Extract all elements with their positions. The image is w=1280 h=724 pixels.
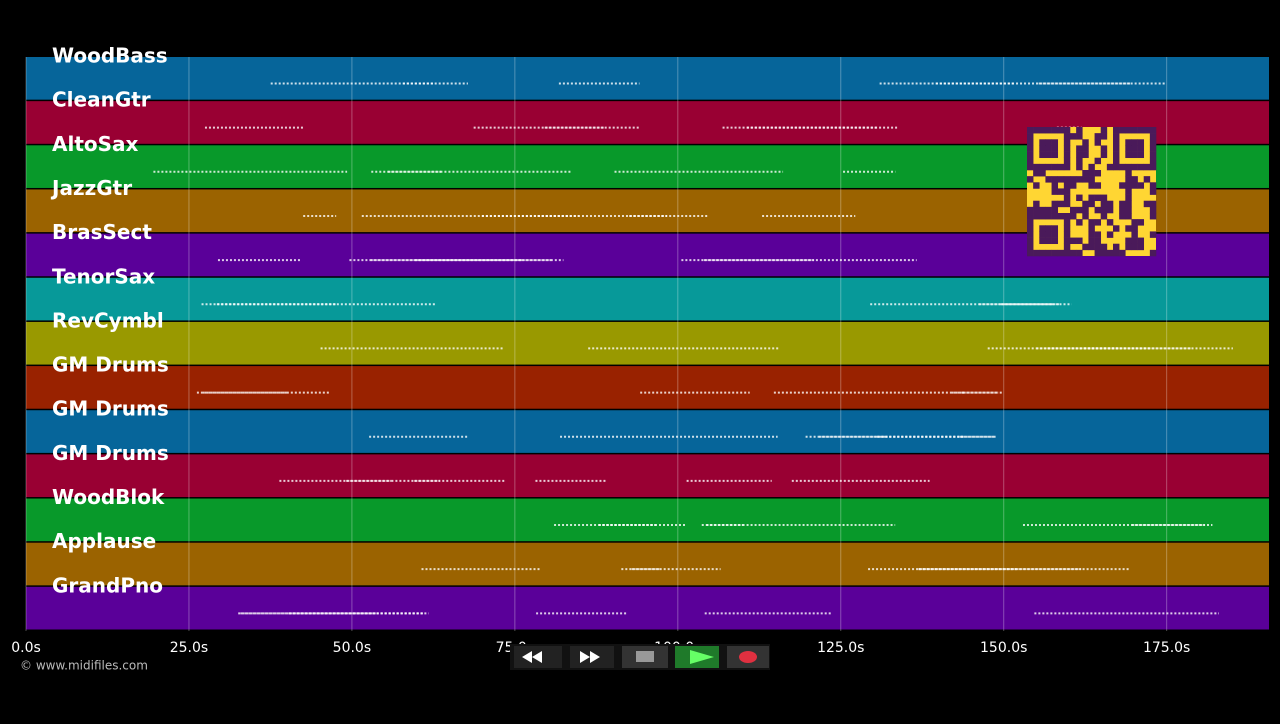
qr-code <box>1027 127 1157 257</box>
track-label: GM Drums <box>52 397 169 421</box>
track-band <box>26 454 1269 498</box>
track-label: Applause <box>52 529 156 553</box>
track-label: TenorSax <box>52 264 155 288</box>
track-band <box>26 542 1269 586</box>
track-band <box>26 366 1269 409</box>
track-label: RevCymbl <box>52 308 164 332</box>
rewind-button[interactable] <box>514 646 562 668</box>
play-button[interactable] <box>675 646 719 668</box>
x-tick-label: 50.0s <box>333 640 371 656</box>
track-label: GM Drums <box>52 441 169 465</box>
copyright: © www.midifiles.com <box>20 659 148 673</box>
x-tick-label: 125.0s <box>817 640 864 656</box>
record-button[interactable] <box>727 646 769 668</box>
x-tick-label: 150.0s <box>980 640 1027 656</box>
track-band <box>26 586 1269 630</box>
stop-button[interactable] <box>622 646 668 668</box>
transport-controls <box>510 644 770 670</box>
x-tick-label: 0.0s <box>11 640 41 656</box>
forward-button[interactable] <box>570 646 614 668</box>
track-band <box>26 57 1269 100</box>
track-label: CleanGtr <box>52 88 151 112</box>
track-band <box>26 498 1269 542</box>
x-tick-label: 175.0s <box>1143 640 1190 656</box>
track-label: JazzGtr <box>50 176 132 200</box>
x-tick-label: 25.0s <box>170 640 208 656</box>
track-band <box>26 321 1269 365</box>
track-label: GrandPno <box>52 573 163 597</box>
track-band <box>26 277 1269 321</box>
track-label: AltoSax <box>52 132 139 156</box>
track-label: WoodBass <box>52 44 168 68</box>
track-label: WoodBlok <box>52 485 165 509</box>
track-band <box>26 410 1269 453</box>
track-label: BrasSect <box>52 220 152 244</box>
track-label: GM Drums <box>52 353 169 377</box>
